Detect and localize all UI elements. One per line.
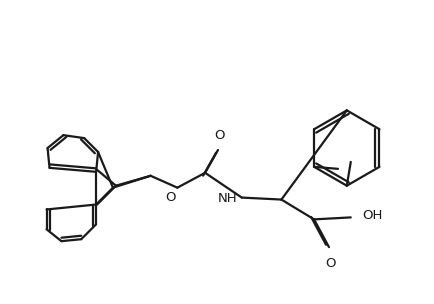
Text: NH: NH	[218, 192, 238, 205]
Text: OH: OH	[363, 209, 383, 222]
Text: O: O	[326, 257, 336, 270]
Text: O: O	[165, 191, 175, 204]
Text: O: O	[215, 129, 225, 142]
